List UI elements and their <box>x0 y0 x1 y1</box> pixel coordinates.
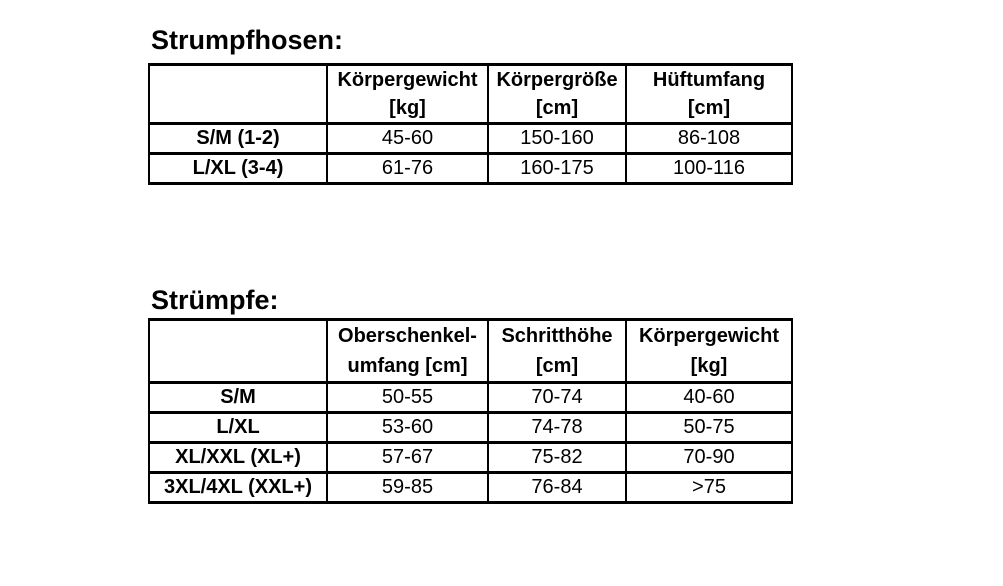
table-row: 3XL/4XL (XXL+) 59-85 76-84 >75 <box>148 471 793 504</box>
value-cell: 40-60 <box>625 381 793 414</box>
struempfe-header-row: Oberschenkel- umfang [cm] Schritthöhe [c… <box>148 318 793 384</box>
value-cell: 86-108 <box>625 122 793 155</box>
header-cell-hueftumfang: Hüftumfang [cm] <box>625 63 793 125</box>
row-label-cell: S/M (1-2) <box>148 122 328 155</box>
header-cell-empty <box>148 318 328 384</box>
table-row: L/XL (3-4) 61-76 160-175 100-116 <box>148 152 793 185</box>
row-label-cell: S/M <box>148 381 328 414</box>
struempfe-section: Strümpfe: Oberschenkel- umfang [cm] Schr… <box>148 286 1003 504</box>
table-row: S/M 50-55 70-74 40-60 <box>148 381 793 414</box>
header-cell-schritthoehe: Schritthöhe [cm] <box>487 318 627 384</box>
value-cell: 160-175 <box>487 152 627 185</box>
document-page: Strumpfhosen: Körpergewicht [kg] Körperg… <box>148 26 1003 504</box>
row-label-cell: XL/XXL (XL+) <box>148 441 328 474</box>
value-cell: 59-85 <box>326 471 489 504</box>
header-line: umfang [cm] <box>347 355 468 377</box>
value-cell: >75 <box>625 471 793 504</box>
value-cell: 70-74 <box>487 381 627 414</box>
header-line: Körpergewicht <box>638 325 780 347</box>
value-cell: 75-82 <box>487 441 627 474</box>
struempfe-table: Oberschenkel- umfang [cm] Schritthöhe [c… <box>148 318 793 504</box>
struempfe-title: Strümpfe: <box>151 285 279 315</box>
value-cell: 76-84 <box>487 471 627 504</box>
header-cell-koerpergewicht: Körpergewicht [kg] <box>326 63 489 125</box>
row-label-cell: 3XL/4XL (XXL+) <box>148 471 328 504</box>
value-cell: 50-55 <box>326 381 489 414</box>
value-cell: 100-116 <box>625 152 793 185</box>
row-label-cell: L/XL (3-4) <box>148 152 328 185</box>
strumpfhosen-table: Körpergewicht [kg] Körpergröße [cm] Hüft… <box>148 63 793 185</box>
header-line: Schritthöhe <box>501 325 613 347</box>
header-cell-empty <box>148 63 328 125</box>
value-cell: 50-75 <box>625 411 793 444</box>
value-cell: 57-67 <box>326 441 489 474</box>
header-cell-koerpergroesse: Körpergröße [cm] <box>487 63 627 125</box>
header-line: [cm] <box>535 355 579 377</box>
header-line: Oberschenkel- <box>338 325 477 347</box>
table-row: XL/XXL (XL+) 57-67 75-82 70-90 <box>148 441 793 474</box>
value-cell: 61-76 <box>326 152 489 185</box>
strumpfhosen-section: Strumpfhosen: Körpergewicht [kg] Körperg… <box>148 26 1003 185</box>
value-cell: 70-90 <box>625 441 793 474</box>
header-line: Hüftumfang <box>652 69 766 91</box>
header-cell-oberschenkelumfang: Oberschenkel- umfang [cm] <box>326 318 489 384</box>
header-line: Körpergröße <box>496 69 618 91</box>
value-cell: 150-160 <box>487 122 627 155</box>
header-line: [kg] <box>690 355 728 377</box>
row-label-cell: L/XL <box>148 411 328 444</box>
strumpfhosen-header-row: Körpergewicht [kg] Körpergröße [cm] Hüft… <box>148 63 793 125</box>
header-cell-koerpergewicht: Körpergewicht [kg] <box>625 318 793 384</box>
header-line: [cm] <box>535 97 579 119</box>
value-cell: 53-60 <box>326 411 489 444</box>
value-cell: 45-60 <box>326 122 489 155</box>
value-cell: 74-78 <box>487 411 627 444</box>
header-line: Körpergewicht <box>337 69 478 91</box>
header-line: [kg] <box>389 97 426 119</box>
table-row: S/M (1-2) 45-60 150-160 86-108 <box>148 122 793 155</box>
strumpfhosen-title: Strumpfhosen: <box>151 25 343 55</box>
table-row: L/XL 53-60 74-78 50-75 <box>148 411 793 444</box>
header-line: [cm] <box>687 97 731 119</box>
